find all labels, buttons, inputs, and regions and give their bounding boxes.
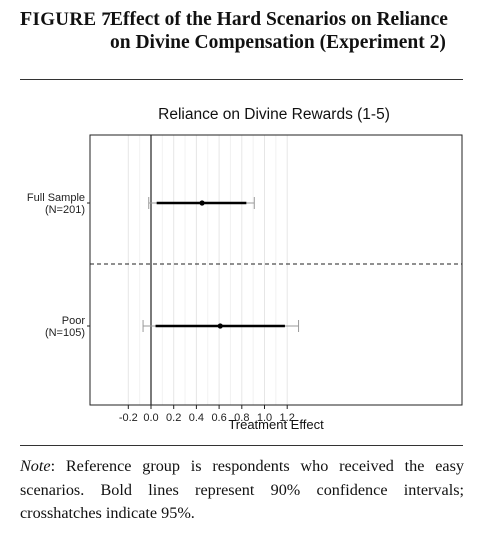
chart-title: Reliance on Divine Rewards (1-5) [158, 106, 390, 123]
note-label: Note [20, 457, 51, 475]
group-label: Full Sample [27, 192, 85, 204]
note-text: : Reference group is respondents who rec… [20, 457, 464, 522]
chart-marks [90, 135, 462, 405]
plot-frame [89, 134, 463, 406]
figure-title: Effect of the Hard Scenarios on Reliance… [110, 9, 448, 53]
note-rule [20, 445, 463, 446]
x-axis-label: Treatment Effect [228, 417, 324, 432]
x-tick-label: 0.8 [234, 412, 249, 424]
group-label: Poor [62, 315, 86, 327]
x-tick-label: 0.0 [143, 412, 158, 424]
x-tick-label: -0.2 [119, 412, 138, 424]
x-tick-label: 1.2 [280, 412, 295, 424]
group-sample-size: (N=201) [45, 204, 85, 216]
point-estimate [217, 323, 223, 329]
figure-label-rest: IGURE 7 [32, 9, 112, 30]
point-estimate [199, 200, 205, 206]
x-ticks: -0.2 0.0 0.2 0.4 0.6 0.8 1.0 1.2 [119, 405, 295, 424]
figure-label: FIGURE 7 [20, 8, 111, 31]
figure-note: Note: Reference group is respondents who… [20, 455, 464, 526]
figure-label-initial: F [20, 8, 33, 30]
x-tick-label: 0.4 [189, 412, 204, 424]
group-labels: Full Sample(N=201) Poor(N=105) [27, 192, 90, 339]
x-tick-label: 0.2 [166, 412, 181, 424]
gridlines [127, 135, 288, 405]
x-tick-label: 1.0 [257, 412, 272, 424]
coefficient-chart: Reliance on Divine Rewards (1-5) Full Sa… [27, 106, 463, 432]
x-tick-label: 0.6 [211, 412, 226, 424]
group-sample-size: (N=105) [45, 327, 85, 339]
title-rule [20, 79, 463, 80]
